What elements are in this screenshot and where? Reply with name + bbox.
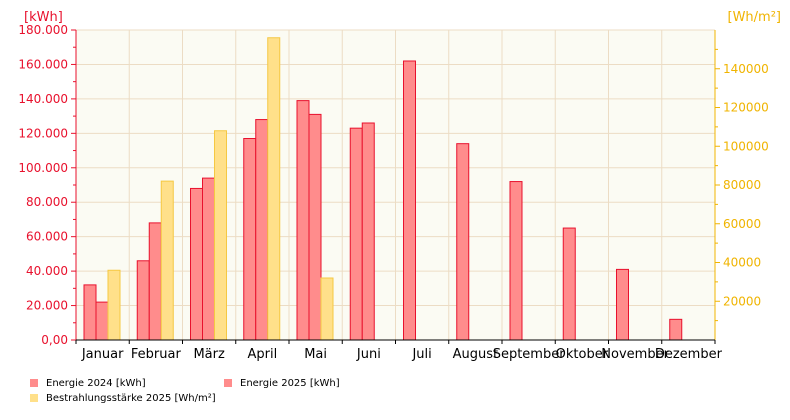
x-tick-label: Juni <box>356 347 381 362</box>
right-tick-label: 100000 <box>723 139 769 153</box>
x-tick-label: Januar <box>81 347 124 362</box>
x-tick-label: Juli <box>411 347 431 362</box>
bar-bestrahlung-2025 <box>214 130 227 341</box>
x-tick-label: Mai <box>304 347 327 362</box>
legend-entry: Energie 2025 [kWh] <box>240 378 340 389</box>
left-tick-label: 80.000 <box>26 195 68 209</box>
x-tick-label: November <box>601 347 669 362</box>
left-tick-label: 120.000 <box>18 126 68 140</box>
bar-energie-2024 <box>562 227 576 341</box>
left-tick-label: 60.000 <box>26 230 68 244</box>
bar-energie-2024 <box>616 268 629 341</box>
bar-energie-2024 <box>456 143 470 341</box>
bar-energie-2024 <box>403 60 416 341</box>
bar-energie-2025 <box>361 122 375 341</box>
bar-energie-2024 <box>349 127 363 341</box>
right-tick-label: 40000 <box>723 256 761 270</box>
legend: Energie 2024 [kWh] Energie 2025 [kWh] Best… <box>30 378 340 404</box>
bar-energie-2025 <box>95 301 109 341</box>
legend-entry: Bestrahlungsstärke 2025 [Wh/m²] <box>46 393 216 404</box>
x-tick-label: Oktober <box>556 347 609 362</box>
bar-bestrahlung-2025 <box>267 37 281 341</box>
bar-energie-2024 <box>190 187 203 341</box>
bar-energie-2024 <box>136 260 150 341</box>
legend-swatch <box>30 379 38 387</box>
x-tick-label: Dezember <box>655 347 723 362</box>
bar-energie-2024 <box>509 181 523 341</box>
grid <box>76 29 715 340</box>
x-tick-label: August <box>453 347 499 362</box>
legend-swatch <box>30 394 38 402</box>
right-tick-label: 80000 <box>723 178 761 192</box>
axes: 0,00 20.000 40.000 60.000 80.000 100.000 120.0… <box>18 23 768 362</box>
right-tick-label: 60000 <box>723 217 761 231</box>
left-tick-label: 180.000 <box>18 23 68 37</box>
left-axis-label: [kWh] <box>24 10 63 25</box>
x-tick-label: Februar <box>131 347 182 362</box>
x-tick-label: April <box>248 347 278 362</box>
legend-entry: Energie 2024 [kWh] <box>46 378 146 389</box>
left-tick-label: 100.000 <box>18 161 68 175</box>
bar-bestrahlung-2025 <box>320 277 334 341</box>
bar-energie-2025 <box>308 113 322 341</box>
bar-energie-2024 <box>83 284 97 341</box>
left-tick-label: 40.000 <box>26 264 68 278</box>
x-tick-label: September <box>493 347 566 362</box>
left-tick-label: 0,00 <box>41 333 68 347</box>
right-tick-label: 120000 <box>723 101 769 115</box>
bar-energie-2024 <box>669 318 683 341</box>
bar-energie-2025 <box>148 222 162 341</box>
left-tick-label: 160.000 <box>18 57 68 71</box>
bar-bestrahlung-2025 <box>160 180 174 341</box>
bar-energie-2025 <box>255 119 269 341</box>
left-tick-label: 140.000 <box>18 92 68 106</box>
bar-energie-2025 <box>202 177 215 341</box>
right-tick-label: 140000 <box>723 62 769 76</box>
bar-energie-2024 <box>296 100 310 341</box>
right-axis-label: [Wh/m²] <box>728 10 782 25</box>
left-tick-label: 20.000 <box>26 299 68 313</box>
bar-bestrahlung-2025 <box>107 269 121 341</box>
x-tick-label: März <box>193 347 225 362</box>
bar-energie-2024 <box>243 138 257 341</box>
legend-swatch <box>224 379 232 387</box>
bars <box>83 37 683 341</box>
right-tick-label: 20000 <box>723 294 761 308</box>
